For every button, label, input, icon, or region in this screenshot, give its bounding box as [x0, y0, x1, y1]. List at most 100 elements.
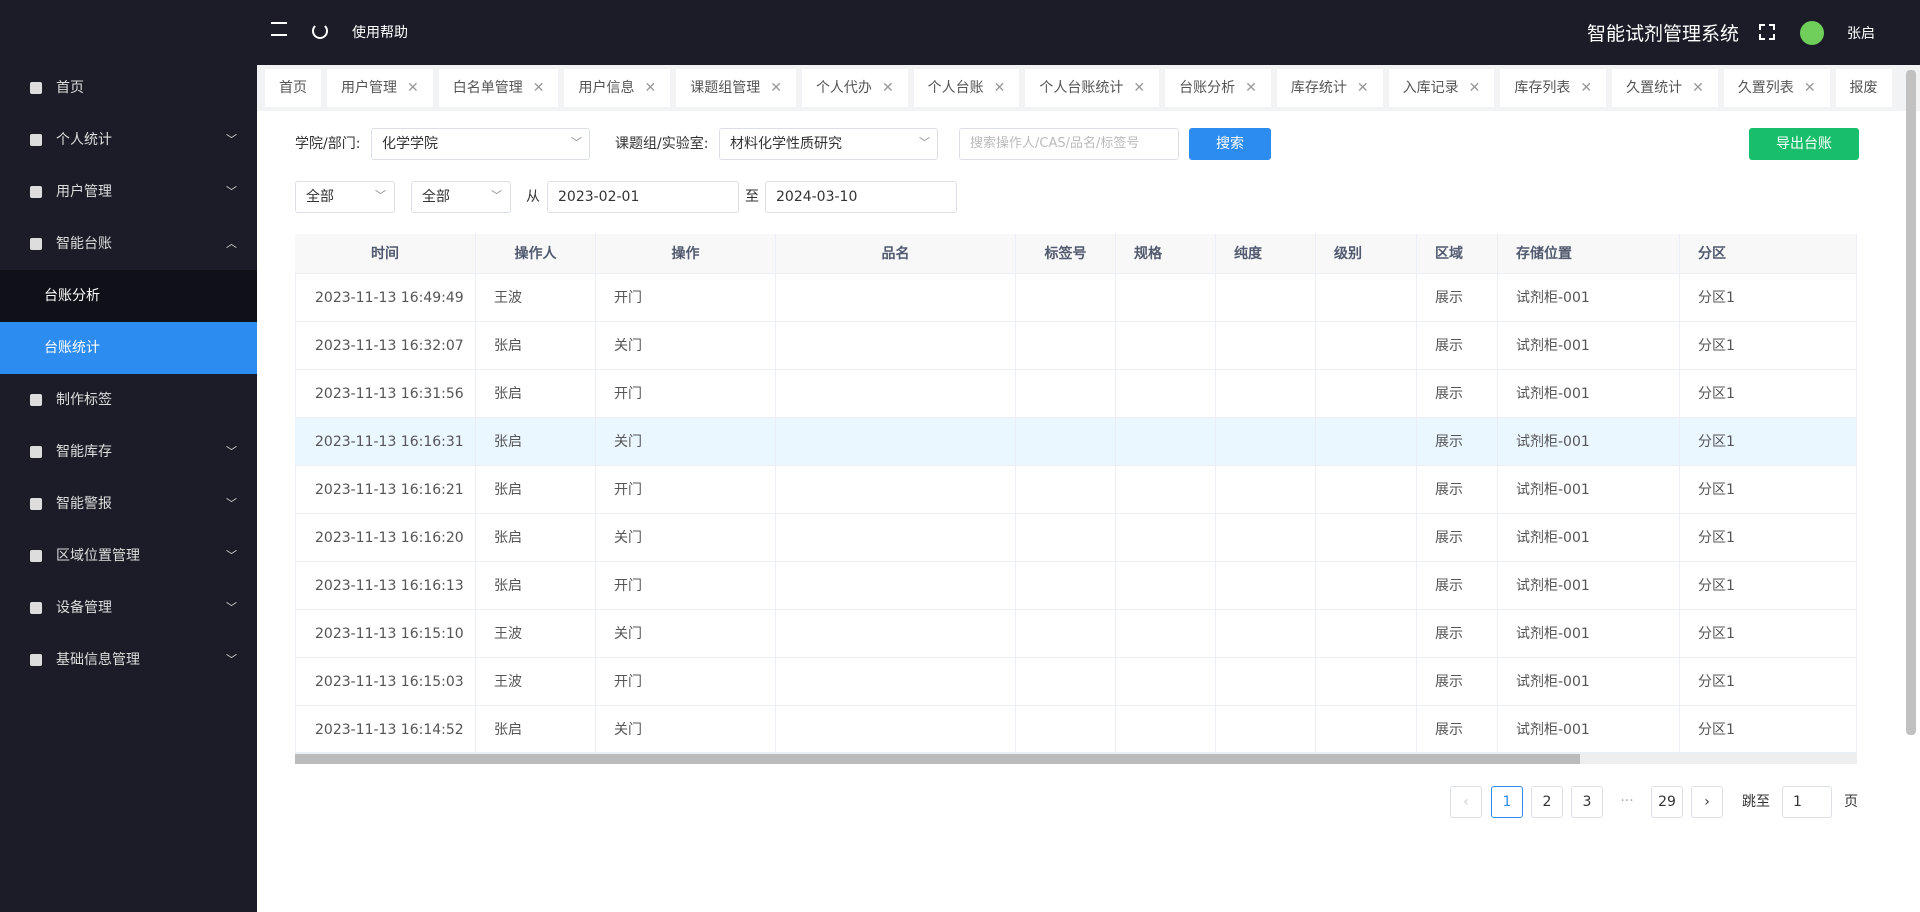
table-cell: 2023-11-13 16:16:20 [295, 514, 476, 562]
date-input[interactable]: 2023-02-01 [547, 181, 739, 213]
column-header: 存储位置 [1498, 234, 1680, 274]
table-cell: 王波 [476, 610, 596, 658]
tab[interactable]: 个人台账 ✕ [913, 69, 1020, 107]
tab-close[interactable]: ✕ [1468, 80, 1481, 96]
tab[interactable]: 白名单管理 ✕ [438, 69, 559, 107]
column-header: 品名 [776, 234, 1016, 274]
page-button[interactable]: 2 [1531, 786, 1563, 818]
table-cell [1016, 514, 1116, 562]
search-button[interactable]: 搜索 [1189, 128, 1271, 160]
date-input[interactable]: 2024-03-10 [765, 181, 957, 213]
fullscreen[interactable] [1759, 24, 1775, 40]
tab[interactable]: 库存统计 ✕ [1276, 69, 1383, 107]
tab-close[interactable]: ✕ [770, 80, 782, 96]
menu-item[interactable]: 个人统计 ﹀ [0, 114, 257, 166]
menu-item[interactable]: 制作标签 [0, 374, 257, 426]
menu-item[interactable]: 基础信息管理 ﹀ [0, 634, 257, 686]
submenu-item[interactable]: 台账统计 [0, 322, 257, 374]
tab[interactable]: 课题组管理 ✕ [676, 69, 796, 107]
next-page[interactable]: › [1691, 786, 1723, 818]
tab-close[interactable]: ✕ [407, 80, 419, 96]
menu-toggle[interactable] [271, 22, 287, 36]
submenu-item[interactable]: 台账分析 [0, 270, 257, 322]
tab-close[interactable]: ✕ [1133, 80, 1146, 96]
avatar[interactable] [1800, 21, 1824, 45]
select[interactable]: 材料化学性质研究 [719, 128, 938, 160]
tab[interactable]: 台账分析 ✕ [1165, 69, 1271, 107]
tab[interactable]: 久置列表 ✕ [1723, 69, 1830, 107]
tab-label: 首页 [279, 80, 307, 96]
prev-page[interactable]: ‹ [1450, 786, 1482, 818]
chevron: ﹀ [919, 136, 930, 149]
menu-item[interactable]: 设备管理 ﹀ [0, 582, 257, 634]
menu-item[interactable]: 区域位置管理 ﹀ [0, 530, 257, 582]
table-cell: 张启 [476, 562, 596, 610]
tab[interactable]: 库存列表 ✕ [1500, 69, 1607, 107]
table-cell: 分区1 [1680, 322, 1857, 370]
table-cell [1016, 658, 1116, 706]
page-button[interactable]: 3 [1571, 786, 1603, 818]
tab-close[interactable]: ✕ [532, 80, 545, 96]
column-header: 标签号 [1016, 234, 1116, 274]
refresh[interactable] [312, 23, 328, 39]
table-cell [1216, 274, 1316, 322]
tab-close[interactable]: ✕ [1803, 80, 1816, 96]
select[interactable]: 全部 [411, 181, 511, 213]
tab[interactable]: 报废 [1835, 69, 1892, 107]
menu-item[interactable]: 智能库存 ﹀ [0, 426, 257, 478]
tab-close[interactable]: ✕ [993, 80, 1006, 96]
tab[interactable]: 个人代办 ✕ [801, 69, 908, 107]
page-button[interactable]: 1 [1491, 786, 1523, 818]
tab[interactable]: 用户信息 ✕ [564, 69, 671, 107]
table-cell: 试剂柜-001 [1498, 610, 1680, 658]
table-cell [776, 706, 1016, 754]
page-button[interactable]: 29 [1651, 786, 1683, 818]
page-scrollbar[interactable] [1906, 70, 1916, 735]
table-cell [1116, 418, 1216, 466]
select[interactable]: 全部 [295, 181, 395, 213]
table-cell [1016, 466, 1116, 514]
tab[interactable]: 久置统计 ✕ [1612, 69, 1718, 107]
row-highlight [295, 418, 1857, 466]
menu-item[interactable]: 智能台账 ︿ [0, 218, 257, 270]
tab-close[interactable]: ✕ [1356, 80, 1369, 96]
tab-close[interactable]: ✕ [1245, 80, 1257, 96]
tab[interactable]: 入库记录 ✕ [1388, 69, 1495, 107]
table-scrollbar [295, 754, 1857, 764]
tab[interactable]: 首页 [265, 69, 321, 107]
menu-item[interactable]: 用户管理 ﹀ [0, 166, 257, 218]
table-cell [1316, 514, 1417, 562]
tab-label: 库存列表 [1514, 80, 1571, 96]
table-cell [1316, 610, 1417, 658]
tab-close[interactable]: ✕ [1692, 80, 1704, 96]
help-link[interactable]: 使用帮助 [352, 25, 408, 41]
table-cell: 2023-11-13 16:15:03 [295, 658, 476, 706]
tab[interactable]: 用户管理 ✕ [327, 69, 433, 107]
chevron: ﹀ [226, 601, 237, 614]
select[interactable]: 化学学院 [371, 128, 590, 160]
menu-icon [30, 186, 42, 198]
table-cell: 张启 [476, 706, 596, 754]
sidebar: 首页 个人统计 ﹀ 用户管理 ﹀ 智能台账 ︿ 台账分析 台账统计 制作标签 智能库存 ﹀ 智能警报 ﹀ 区… [0, 0, 257, 912]
table-cell [1016, 418, 1116, 466]
table-scroll-thumb[interactable] [295, 754, 1580, 764]
tab-bar: 首页 用户管理 ✕ 白名单管理 ✕ 用户信息 ✕ 课题组管理 ✕ 个人代办 ✕ 个人台账 ✕ 个人台账统计… [257, 65, 1920, 111]
menu-item[interactable]: 首页 [0, 62, 257, 114]
tab-label: 台账分析 [1179, 80, 1236, 96]
table-cell: 分区1 [1680, 562, 1857, 610]
column-header: 分区 [1680, 234, 1857, 274]
chevron: ﹀ [226, 653, 237, 666]
tab-close[interactable]: ✕ [881, 80, 894, 96]
search-input[interactable]: 搜索操作人/CAS/品名/标签号 [959, 128, 1179, 160]
tab-close[interactable]: ✕ [644, 80, 657, 96]
label: 页 [1844, 794, 1858, 810]
user-name[interactable]: 张启 [1847, 26, 1875, 42]
jump-input[interactable]: 1 [1782, 786, 1832, 818]
tab[interactable]: 个人台账统计 ✕ [1025, 69, 1160, 107]
table-cell [1016, 370, 1116, 418]
tab-close[interactable]: ✕ [1580, 80, 1593, 96]
table-cell [1316, 706, 1417, 754]
export-button[interactable]: 导出台账 [1749, 128, 1859, 160]
menu-item[interactable]: 智能警报 ﹀ [0, 478, 257, 530]
